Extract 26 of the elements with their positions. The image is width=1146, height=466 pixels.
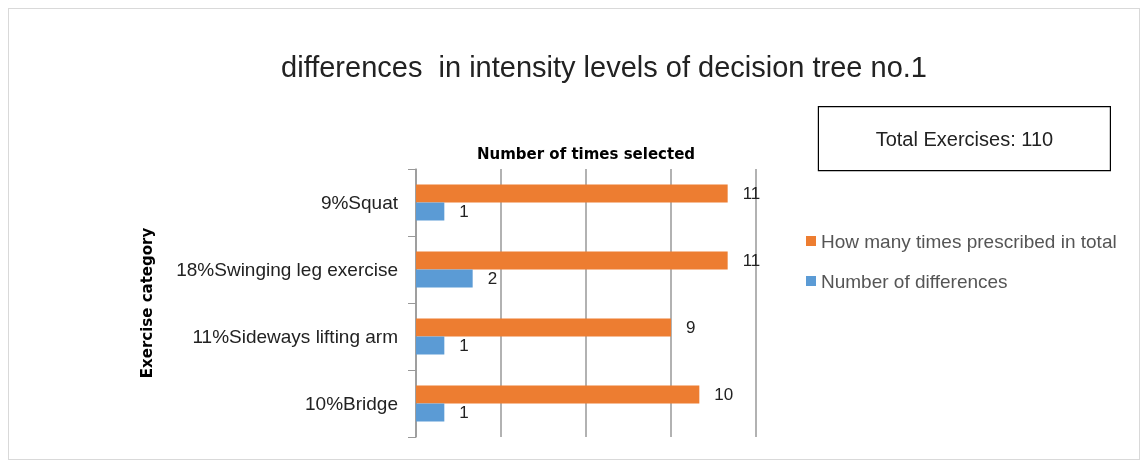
- bar: [416, 403, 445, 422]
- bar: [416, 184, 728, 203]
- data-label: 11: [742, 184, 761, 203]
- y-axis-title: Exercise category: [137, 227, 156, 379]
- legend-label: How many times prescribed in total: [821, 230, 1117, 252]
- legend-label: Number of differences: [821, 270, 1008, 292]
- data-label: 1: [459, 202, 469, 221]
- chart-title: differences in intensity levels of decision tree no.1: [281, 50, 927, 83]
- data-label: 11: [742, 251, 761, 270]
- y-tick-label: 10%Bridge: [305, 393, 398, 414]
- y-tick-label: 9%Squat: [320, 192, 399, 213]
- bar: [416, 336, 445, 355]
- bar: [416, 202, 445, 221]
- data-label: 10: [714, 385, 734, 404]
- bar: [416, 385, 700, 404]
- y-tick-label: 11%Sideways lifting arm: [192, 326, 398, 347]
- text: Total Exercises: 110: [875, 127, 1054, 150]
- data-label: 2: [487, 269, 498, 288]
- bar: [416, 318, 671, 337]
- data-label: 9: [686, 318, 696, 337]
- data-label: 1: [459, 403, 469, 422]
- x-axis-title: Number of times selected: [476, 144, 696, 163]
- y-tick-label: 18%Swinging leg exercise: [176, 259, 398, 280]
- data-label: 1: [459, 336, 469, 355]
- bar: [416, 269, 473, 288]
- bar: [416, 251, 728, 270]
